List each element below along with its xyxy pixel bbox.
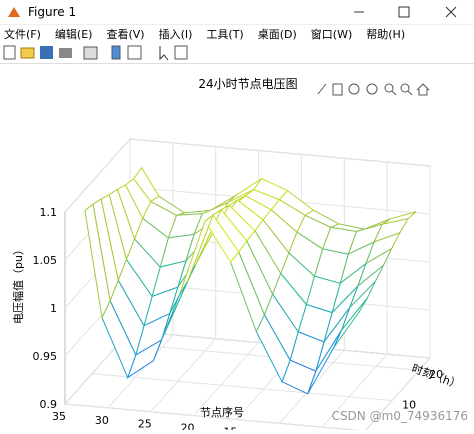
x-tick-label: 30 bbox=[95, 414, 109, 427]
y-tick-label: 0 bbox=[375, 429, 382, 430]
menu-item[interactable]: 工具(T) bbox=[206, 28, 244, 41]
z-tick-label: 0.95 bbox=[33, 350, 58, 363]
window-controls[interactable] bbox=[334, 2, 474, 22]
x-axis-label: 节点序号 bbox=[200, 405, 244, 419]
z-tick-label: 1.1 bbox=[40, 206, 58, 219]
y-tick-label: 20 bbox=[429, 368, 443, 381]
z-tick-label: 0.9 bbox=[40, 398, 58, 411]
axes-area: 24小时节点电压图 05101520253035010200.90.9511.0… bbox=[12, 77, 468, 434]
menu-item[interactable]: 编辑(E) bbox=[54, 28, 93, 41]
menu-item[interactable]: 查看(V) bbox=[106, 28, 145, 41]
z-tick-label: 1 bbox=[50, 302, 57, 315]
z-axis-label: 电压幅值（pu） bbox=[12, 244, 25, 324]
x-tick-label: 20 bbox=[181, 422, 195, 430]
grid-line bbox=[64, 138, 431, 213]
title-bar: Figure 1 bbox=[0, 0, 474, 25]
menu-item[interactable]: 桌面(D) bbox=[257, 28, 297, 41]
menu-item[interactable]: 文件(F) bbox=[4, 28, 41, 41]
menu-item[interactable]: 插入(I) bbox=[158, 28, 193, 41]
x-tick-label: 25 bbox=[138, 418, 152, 430]
toolbar bbox=[0, 43, 474, 64]
menu-item[interactable]: 帮助(H) bbox=[366, 28, 406, 41]
window-title: Figure 1 bbox=[28, 5, 77, 19]
y-tick-label: 10 bbox=[402, 399, 416, 412]
watermark: CSDN @m0_74936176 bbox=[332, 409, 468, 423]
z-tick-label: 1.05 bbox=[33, 254, 58, 267]
menu-bar: 文件(F) 编辑(E) 查看(V) 插入(I) 工具(T) 桌面(D) 窗口(W) 帮助(H) bbox=[0, 25, 474, 43]
x-tick-label: 10 bbox=[266, 429, 280, 430]
y-axis-label: 时刻（h） bbox=[410, 361, 463, 392]
grid-line bbox=[364, 166, 431, 432]
chart-title: 24小时节点电压图 bbox=[198, 77, 297, 91]
x-tick-label: 35 bbox=[52, 410, 66, 423]
mesh-cell bbox=[84, 203, 111, 320]
app-icon bbox=[8, 7, 20, 17]
menu-item[interactable]: 窗口(W) bbox=[310, 28, 353, 41]
toolbar-icons[interactable] bbox=[0, 43, 200, 63]
axes-toolbar[interactable] bbox=[317, 83, 430, 96]
grid-line bbox=[92, 373, 393, 402]
grid-line bbox=[64, 403, 366, 432]
